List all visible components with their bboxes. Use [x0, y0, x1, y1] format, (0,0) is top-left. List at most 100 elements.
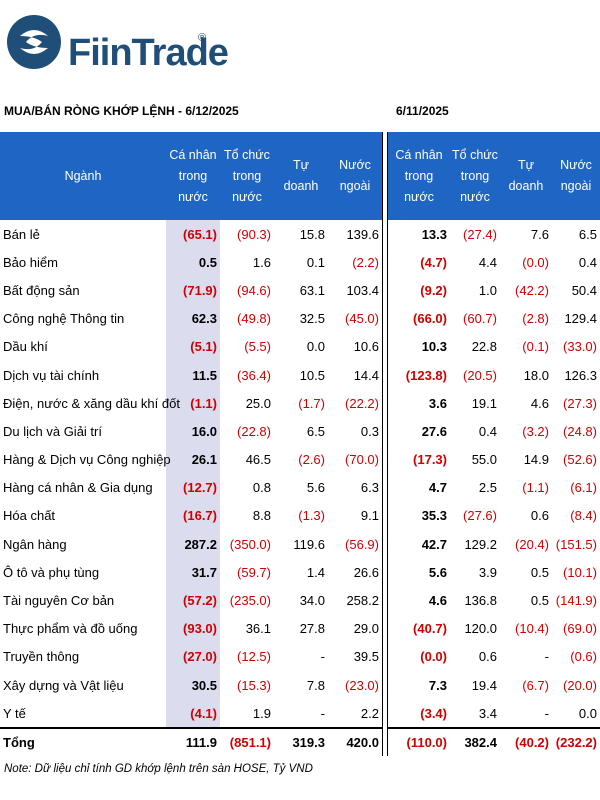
- value-cell: (1.1): [166, 389, 220, 418]
- table-row: Công nghệ Thông tin 62.3 (49.8) 32.5 (45.0): [0, 304, 382, 333]
- sector-name: Hóa chất: [3, 508, 56, 524]
- value-cell: 19.4: [471, 677, 497, 693]
- sector-name: Dầu khí: [3, 339, 48, 355]
- value-cell: 27.8: [299, 621, 325, 637]
- value-cell: (33.0): [563, 339, 597, 355]
- table-row-prev: (40.7) 120.0 (10.4) (69.0): [388, 615, 600, 643]
- value-cell: (232.2): [552, 727, 600, 756]
- table-row: Thực phẩm và đồ uống (93.0) 36.1 27.8 29.0: [0, 614, 382, 643]
- value-cell: (15.3): [237, 677, 271, 693]
- value-cell: (8.4): [570, 508, 597, 524]
- value-cell: 62.3: [166, 304, 220, 333]
- value-cell: 129.4: [564, 311, 597, 327]
- table-row: Ngân hàng 287.2 (350.0) 119.6 (56.9): [0, 530, 382, 559]
- value-cell: 103.4: [346, 282, 379, 298]
- value-cell: 3.4: [478, 705, 497, 721]
- value-cell: 34.0: [299, 593, 325, 609]
- table-row: Dịch vụ tài chính 11.5 (36.4) 10.5 14.4: [0, 360, 382, 390]
- value-cell: 2.2: [360, 705, 379, 721]
- value-cell: 39.5: [353, 649, 379, 665]
- value-cell: (20.0): [563, 677, 597, 693]
- divider-left: [382, 132, 383, 756]
- value-cell: (27.0): [166, 642, 220, 671]
- value-cell: 6.3: [360, 480, 379, 496]
- value-cell: (851.1): [220, 727, 274, 756]
- table-row: Y tế (4.1) 1.9 - 2.2: [0, 699, 382, 729]
- value-cell: (2.6): [298, 452, 325, 468]
- value-cell: (1.3): [298, 508, 325, 524]
- value-cell: (5.1): [166, 332, 220, 361]
- value-cell: (4.1): [166, 699, 220, 729]
- table-row-prev: (66.0) (60.7) (2.8) 129.4: [388, 305, 600, 333]
- value-cell: 6.5: [306, 423, 325, 439]
- value-cell: 0.6: [478, 649, 497, 665]
- table-row-prev: 35.3 (27.6) 0.6 (8.4): [388, 502, 600, 530]
- table-row: Bảo hiểm 0.5 1.6 0.1 (2.2): [0, 248, 382, 277]
- table-row: Bất động sản (71.9) (94.6) 63.1 103.4: [0, 276, 382, 305]
- value-cell: 0.0: [578, 705, 597, 721]
- value-cell: -: [320, 705, 325, 721]
- value-cell: 55.0: [471, 452, 497, 468]
- value-cell: 0.5: [530, 593, 549, 609]
- value-cell: (10.1): [563, 564, 597, 580]
- value-cell: 29.0: [353, 621, 379, 637]
- value-cell: 32.5: [299, 311, 325, 327]
- value-cell: 111.9: [166, 727, 220, 756]
- table-row: Điện, nước & xăng dầu khí đốt (1.1) 25.0 (1…: [0, 389, 382, 418]
- value-cell: (0.1): [522, 339, 549, 355]
- table-row-prev: 4.6 136.8 0.5 (141.9): [388, 586, 600, 614]
- fiintrade-logo: FiinTrade ®: [6, 14, 229, 84]
- value-cell: 3.6: [428, 395, 447, 411]
- value-cell: 119.6: [293, 536, 325, 552]
- value-cell: (235.0): [229, 593, 271, 609]
- table-row-prev: 3.6 19.1 4.6 (27.3): [388, 389, 600, 417]
- value-cell: (69.0): [563, 621, 597, 637]
- table-row: Hàng & Dịch vụ Công nghiệp 26.1 46.5 (2.6) (…: [0, 445, 382, 474]
- value-cell: 2.5: [478, 480, 497, 496]
- sector-name: Công nghệ Thông tin: [3, 311, 125, 327]
- value-cell: 1.4: [306, 564, 325, 580]
- value-cell: 22.8: [471, 339, 497, 355]
- table-row: Bán lẻ (65.1) (90.3) 15.8 139.6: [0, 220, 382, 249]
- value-cell: (90.3): [237, 226, 271, 242]
- value-cell: 6.5: [578, 226, 597, 242]
- value-cell: (350.0): [229, 536, 271, 552]
- value-cell: (49.8): [237, 311, 271, 327]
- value-cell: 0.3: [360, 423, 379, 439]
- value-cell: (0.6): [570, 649, 597, 665]
- value-cell: 139.6: [346, 226, 379, 242]
- brand-name: FiinTrade: [68, 32, 229, 74]
- value-cell: 382.4: [450, 727, 500, 756]
- value-cell: 7.8: [306, 677, 325, 693]
- value-cell: -: [544, 705, 549, 721]
- sector-name: Ngân hàng: [3, 536, 67, 552]
- value-cell: 10.5: [299, 367, 325, 383]
- value-cell: 14.9: [523, 452, 549, 468]
- value-cell: (60.7): [463, 311, 497, 327]
- value-cell: (6.7): [522, 677, 549, 693]
- value-cell: 129.2: [464, 536, 497, 552]
- sector-name: Hàng cá nhân & Gia dụng: [3, 480, 153, 496]
- value-cell: 35.3: [421, 508, 447, 524]
- value-cell: -: [544, 649, 549, 665]
- divider-right: [387, 132, 388, 756]
- value-cell: (52.6): [563, 452, 597, 468]
- value-cell: 4.7: [428, 480, 447, 496]
- value-cell: 0.6: [530, 508, 549, 524]
- table-row: Truyền thông (27.0) (12.5) - 39.5: [0, 642, 382, 671]
- value-cell: 27.6: [421, 423, 447, 439]
- value-cell: (16.7): [166, 501, 220, 531]
- value-cell: 10.3: [421, 339, 447, 355]
- value-cell: 0.5: [530, 564, 549, 580]
- value-cell: 5.6: [428, 564, 447, 580]
- sector-name: Bất động sản: [3, 282, 80, 298]
- table-row-prev: (17.3) 55.0 14.9 (52.6): [388, 446, 600, 474]
- value-cell: (40.2): [500, 727, 552, 756]
- value-cell: 18.0: [523, 367, 549, 383]
- value-cell: 287.2: [166, 530, 220, 559]
- sector-name: Thực phẩm và đồ uống: [3, 621, 138, 637]
- value-cell: 13.3: [421, 226, 447, 242]
- sector-name: Truyền thông: [3, 649, 80, 665]
- value-cell: 3.9: [478, 564, 497, 580]
- value-cell: 16.0: [166, 417, 220, 446]
